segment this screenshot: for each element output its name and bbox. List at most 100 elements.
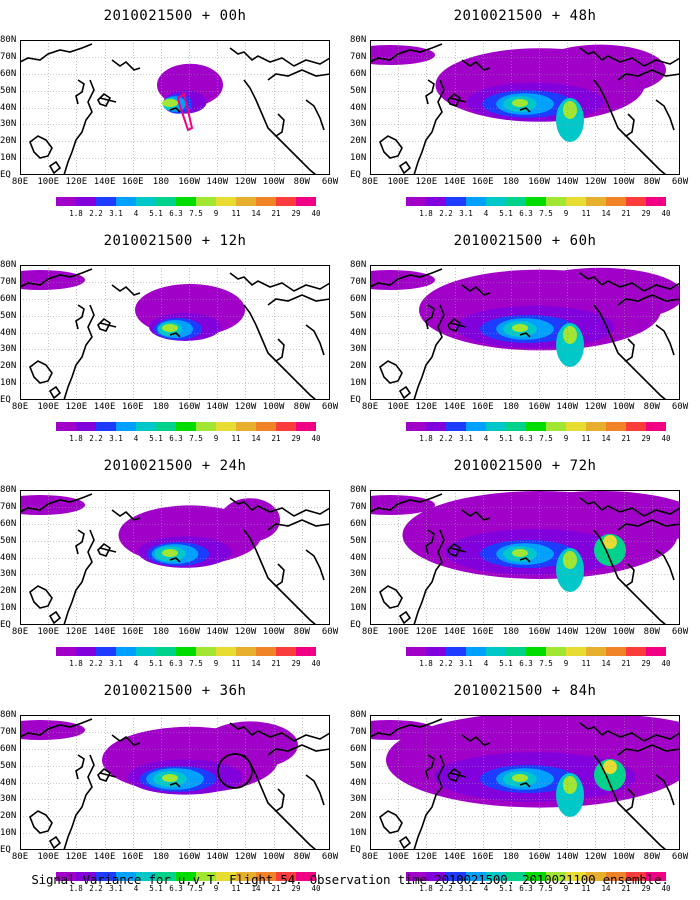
lon-label: 120E: [65, 402, 88, 412]
lat-label: 70N: [0, 501, 17, 512]
map-canvas: [370, 40, 680, 175]
lat-label: EQ: [350, 620, 361, 630]
colorbar-swatch: [156, 872, 176, 881]
colorbar-tick-label: 1.8: [69, 209, 83, 218]
colorbar-tick-label: 6.3: [169, 884, 183, 893]
lat-label: 10N: [350, 378, 367, 389]
map-frame: [20, 40, 330, 175]
lon-label: 140W: [206, 402, 229, 412]
lon-label: 80W: [643, 402, 660, 412]
colorbar-tick-label: 6.3: [169, 659, 183, 668]
colorbar-swatch: [56, 872, 76, 881]
variance-contour-secondary-peak: [563, 101, 577, 119]
coastline: [617, 744, 680, 756]
lat-label: 10N: [350, 828, 367, 839]
colorbar-tick-label: 21: [271, 659, 281, 668]
lon-label: 60W: [321, 177, 339, 187]
variance-map: 80N 70N 60N 50N 40N 30N 20N 10N EQ 80E 100E 120E 140…: [350, 261, 688, 412]
lat-label: 30N: [0, 119, 17, 130]
coastline: [625, 113, 635, 137]
coastline: [425, 79, 435, 105]
lat-label: 40N: [350, 327, 367, 338]
coastline: [398, 610, 412, 625]
colorbar-swatch: [646, 422, 666, 431]
colorbar-swatch: [426, 197, 446, 206]
coastline: [519, 782, 531, 788]
lat-label: 20N: [350, 811, 367, 822]
colorbar-swatch: [586, 422, 606, 431]
colorbar-tick-label: 9: [563, 884, 569, 893]
lon-label: 140W: [556, 177, 579, 187]
colorbar-swatch: [116, 647, 136, 656]
colorbar-tick-label: 14: [601, 884, 611, 893]
lat-label: EQ: [0, 845, 11, 855]
lon-label: 160W: [178, 402, 200, 412]
lat-label: 20N: [0, 361, 17, 372]
coastline: [461, 734, 491, 746]
lon-label: 100E: [37, 627, 60, 637]
map-panel: 2010021500 + 48h 80N 70N 60N 50N 40N 30N 20N 10N…: [350, 0, 700, 225]
colorbar-swatch: [156, 422, 176, 431]
panel-title: 2010021500 + 12h: [103, 233, 247, 249]
coastline: [447, 542, 462, 557]
colorbar-swatch: [626, 422, 646, 431]
colorbar-swatch: [486, 647, 506, 656]
colorbar-swatch: [606, 197, 626, 206]
lon-label: 100E: [387, 852, 410, 862]
lon-label: 120E: [415, 177, 438, 187]
lat-label: 20N: [350, 361, 367, 372]
colorbar-tick-label: 40: [311, 209, 321, 218]
colorbar-tick-label: 2.2: [89, 884, 103, 893]
colorbar-swatch: [116, 872, 136, 881]
lat-label: 60N: [350, 518, 367, 529]
colorbar-swatch: [426, 647, 446, 656]
lon-label: 140W: [556, 627, 579, 637]
lon-label: 160W: [528, 852, 550, 862]
colorbar-swatch: [506, 422, 526, 431]
colorbar-tick-label: 40: [311, 659, 321, 668]
colorbar-swatch: [76, 647, 96, 656]
lat-label: 40N: [350, 777, 367, 788]
lon-label: 80W: [293, 177, 310, 187]
variance-contour-peak: [162, 324, 178, 332]
lat-label: 40N: [350, 102, 367, 113]
coastline: [413, 529, 445, 625]
coastline: [305, 99, 325, 131]
colorbar-tick-label: 11: [231, 884, 241, 893]
colorbar-tick-label: 11: [231, 209, 241, 218]
variance-map: 80N 70N 60N 50N 40N 30N 20N 10N EQ 80E 100E 120E 140…: [350, 36, 688, 187]
lat-label: 20N: [0, 811, 17, 822]
coastline: [267, 69, 330, 81]
lon-label: 120W: [234, 627, 257, 637]
colorbar-swatch: [526, 647, 546, 656]
colorbar-tick-label: 4: [133, 659, 139, 668]
lon-label: 140E: [443, 852, 466, 862]
colorbar-swatch: [176, 422, 196, 431]
colorbar-swatch: [446, 872, 466, 881]
coastline: [169, 782, 181, 788]
lon-label: 160W: [528, 177, 550, 187]
colorbar-tick-label: 40: [661, 209, 671, 218]
lat-label: 70N: [0, 276, 17, 287]
colorbar-tick-label: 14: [601, 434, 611, 443]
lat-label: 60N: [0, 68, 17, 79]
lon-label: 140E: [443, 177, 466, 187]
colorbar-swatch: [176, 872, 196, 881]
map-frame: [20, 715, 330, 850]
colorbar: [406, 197, 666, 206]
lon-label: 60W: [671, 852, 689, 862]
colorbar-swatch: [406, 422, 426, 431]
lon-label: 160E: [121, 177, 144, 187]
colorbar-tick-label: 5.1: [149, 659, 163, 668]
colorbar-swatch: [406, 872, 426, 881]
coastline: [229, 272, 330, 292]
coastline: [29, 585, 53, 609]
lat-label: 20N: [0, 586, 17, 597]
coastline: [425, 529, 435, 555]
lat-label: 50N: [0, 85, 17, 96]
colorbar-tick-label: 1.8: [69, 434, 83, 443]
lon-label: 60W: [321, 627, 339, 637]
map-frame: [370, 715, 680, 850]
coastline: [75, 79, 85, 105]
lat-label: 80N: [350, 710, 367, 720]
